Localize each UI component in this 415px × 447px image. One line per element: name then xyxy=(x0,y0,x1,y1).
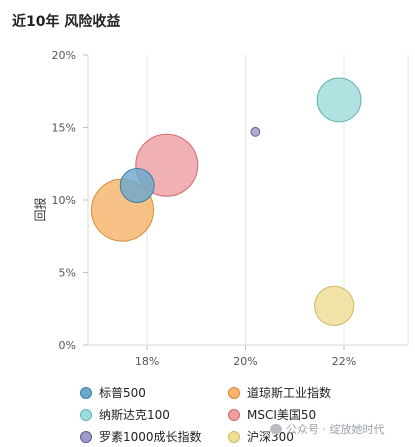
watermark-text: 公众号 · 绽放她时代 xyxy=(286,423,385,436)
legend-item[interactable]: 沪深300 xyxy=(228,428,400,445)
bubble-5 xyxy=(314,285,355,326)
legend-swatch xyxy=(228,408,240,421)
bubble-4 xyxy=(250,126,261,137)
y-axis-label: 回报 xyxy=(33,197,48,222)
legend-item[interactable]: 标普500 xyxy=(80,384,228,401)
x-tick-label: 18% xyxy=(135,355,159,368)
legend: 标普500 道琼斯工业指数纳斯达克100 MSCI美国50 罗素1000成长指数 沪深3… xyxy=(80,384,400,445)
legend-label: 纳斯达克100 xyxy=(99,408,170,422)
legend-label: 罗素1000成长指数 xyxy=(99,430,202,444)
legend-item[interactable]: 罗素1000成长指数 xyxy=(80,428,228,445)
legend-item[interactable]: 纳斯达克100 xyxy=(80,406,228,423)
y-tick-label: 0% xyxy=(59,339,76,352)
legend-swatch xyxy=(228,386,240,399)
legend-label: 道琼斯工业指数 xyxy=(247,386,332,400)
legend-swatch xyxy=(80,386,92,399)
legend-item[interactable]: 道琼斯工业指数 xyxy=(228,384,400,401)
y-tick-label: 10% xyxy=(52,194,76,207)
legend-item[interactable]: MSCI美国50 xyxy=(228,406,400,423)
watermark: 公众号 · 绽放她时代 xyxy=(270,421,385,437)
legend-label: MSCI美国50 xyxy=(247,408,317,422)
legend-label: 沪深300 xyxy=(247,430,294,444)
legend-swatch xyxy=(80,430,92,443)
y-tick-label: 15% xyxy=(52,122,76,135)
wechat-icon xyxy=(270,424,282,434)
bubble-plot: 18% 20% 22% 0% 5% 10% 15% 20% xyxy=(52,49,409,368)
bubble-2 xyxy=(316,77,362,123)
legend-swatch xyxy=(228,430,240,443)
y-tick-label: 5% xyxy=(59,267,76,280)
bubble-0 xyxy=(119,168,155,203)
chart-title: 近10年 风险收益 xyxy=(12,14,121,30)
x-tick-label: 22% xyxy=(332,355,356,368)
legend-swatch xyxy=(80,408,92,421)
legend-label: 标普500 xyxy=(99,386,146,400)
y-tick-label: 20% xyxy=(52,49,76,62)
x-tick-label: 20% xyxy=(233,355,257,368)
